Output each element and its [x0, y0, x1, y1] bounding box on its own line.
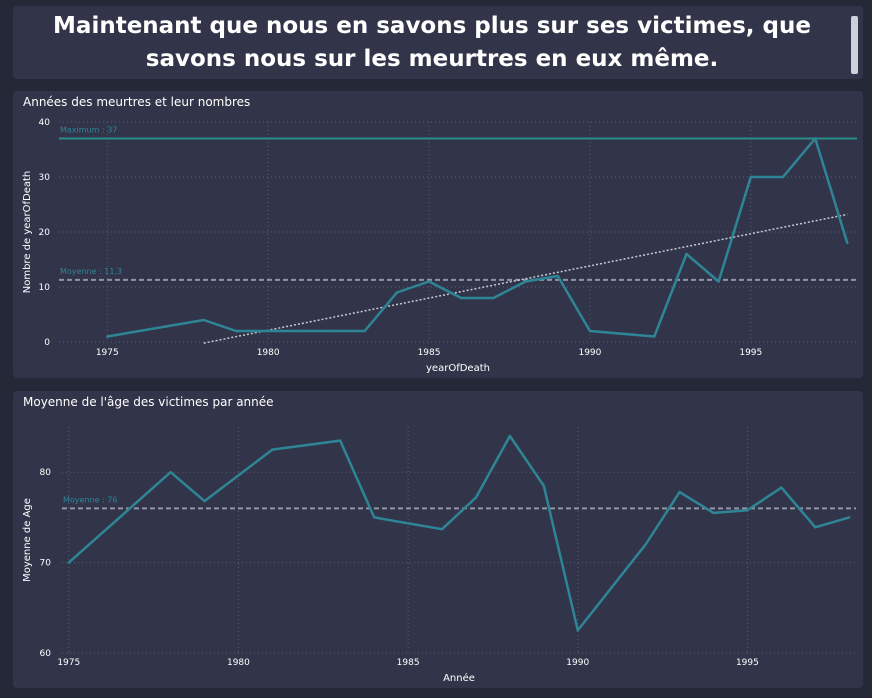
- data-point: [781, 175, 785, 179]
- data-point: [814, 526, 817, 529]
- x-tick-label: 1990: [578, 348, 601, 358]
- data-point: [203, 499, 206, 503]
- data-point: [440, 527, 444, 531]
- x-tick-label: 1975: [57, 658, 80, 668]
- data-point: [653, 335, 656, 338]
- data-point: [460, 296, 463, 300]
- reference-line-label: Moyenne : 76: [63, 495, 117, 504]
- x-tick-label: 1985: [397, 658, 420, 668]
- data-point: [492, 296, 495, 300]
- data-point: [678, 490, 681, 494]
- x-tick-label: 1975: [96, 348, 119, 358]
- chart-panel-average-age: Moyenne de l'âge des victimes par année …: [13, 391, 863, 688]
- x-tick-label: 1995: [736, 658, 759, 668]
- series-line: [67, 434, 850, 632]
- data-point: [588, 329, 592, 333]
- chart-average-age: 1975 1980 1985 1990 1995 60 70 80 Année Moyenne d…: [22, 427, 856, 684]
- data-point: [685, 252, 688, 256]
- header-banner: Maintenant que nous en savons plus sur s…: [13, 6, 863, 79]
- data-point: [712, 511, 715, 515]
- data-point: [848, 516, 851, 519]
- chart-title: Années des meurtres et leur nombres: [23, 95, 251, 109]
- data-point: [813, 137, 817, 140]
- data-point: [556, 274, 559, 278]
- x-tick-label: 1995: [739, 348, 762, 358]
- data-point: [524, 280, 527, 283]
- data-point: [271, 448, 274, 451]
- data-point: [331, 329, 334, 333]
- y-axis-label: Nombre de yearOfDeath: [22, 171, 33, 294]
- data-point: [339, 439, 342, 442]
- data-point: [542, 484, 546, 487]
- page-title: Maintenant que nous en savons plus sur s…: [53, 13, 811, 72]
- data-point: [234, 329, 238, 333]
- reference-line-label: Moyenne : 11,3: [60, 267, 122, 276]
- data-point: [427, 280, 431, 283]
- y-axis-label: Moyenne de Age: [22, 498, 33, 582]
- series-line: [107, 137, 849, 338]
- y-tick-label: 0: [44, 338, 50, 348]
- scrollbar[interactable]: [851, 16, 858, 74]
- data-point: [474, 496, 478, 499]
- y-tick-label: 70: [40, 559, 52, 569]
- data-point: [169, 471, 172, 474]
- x-axis-label: yearOfDeath: [426, 363, 490, 374]
- y-tick-label: 20: [39, 228, 51, 238]
- x-tick-label: 1980: [227, 658, 250, 668]
- data-point: [508, 434, 512, 438]
- reference-line-label: Maximum : 37: [60, 126, 117, 135]
- data-point: [717, 280, 720, 283]
- data-point: [576, 629, 579, 632]
- chart-murders-per-year: 1975 1980 1985 1990 1995 0 10 20 30 40 yearOfDeath…: [22, 118, 857, 374]
- x-tick-label: 1990: [566, 658, 589, 668]
- x-axis-label: Année: [443, 672, 475, 684]
- data-point: [67, 561, 70, 564]
- data-point: [749, 175, 753, 179]
- chart-title: Moyenne de l'âge des victimes par année: [23, 395, 274, 409]
- data-point: [780, 486, 783, 489]
- data-point: [106, 335, 109, 338]
- y-tick-label: 80: [40, 468, 52, 478]
- data-point: [846, 241, 849, 245]
- data-point: [372, 516, 376, 519]
- trend-line: [203, 213, 848, 344]
- y-tick-label: 40: [39, 118, 51, 128]
- x-tick-label: 1980: [257, 348, 280, 358]
- data-point: [299, 329, 302, 333]
- y-tick-label: 10: [39, 283, 51, 293]
- data-point: [363, 329, 366, 333]
- data-point: [395, 291, 399, 294]
- data-point: [644, 543, 647, 546]
- data-point: [202, 318, 205, 322]
- y-tick-label: 60: [40, 649, 52, 659]
- x-tick-label: 1985: [418, 348, 441, 358]
- data-point: [266, 329, 270, 333]
- chart-panel-murders-per-year: Années des meurtres et leur nombres 1975…: [13, 91, 863, 378]
- y-tick-label: 30: [39, 173, 51, 183]
- data-point: [746, 508, 749, 512]
